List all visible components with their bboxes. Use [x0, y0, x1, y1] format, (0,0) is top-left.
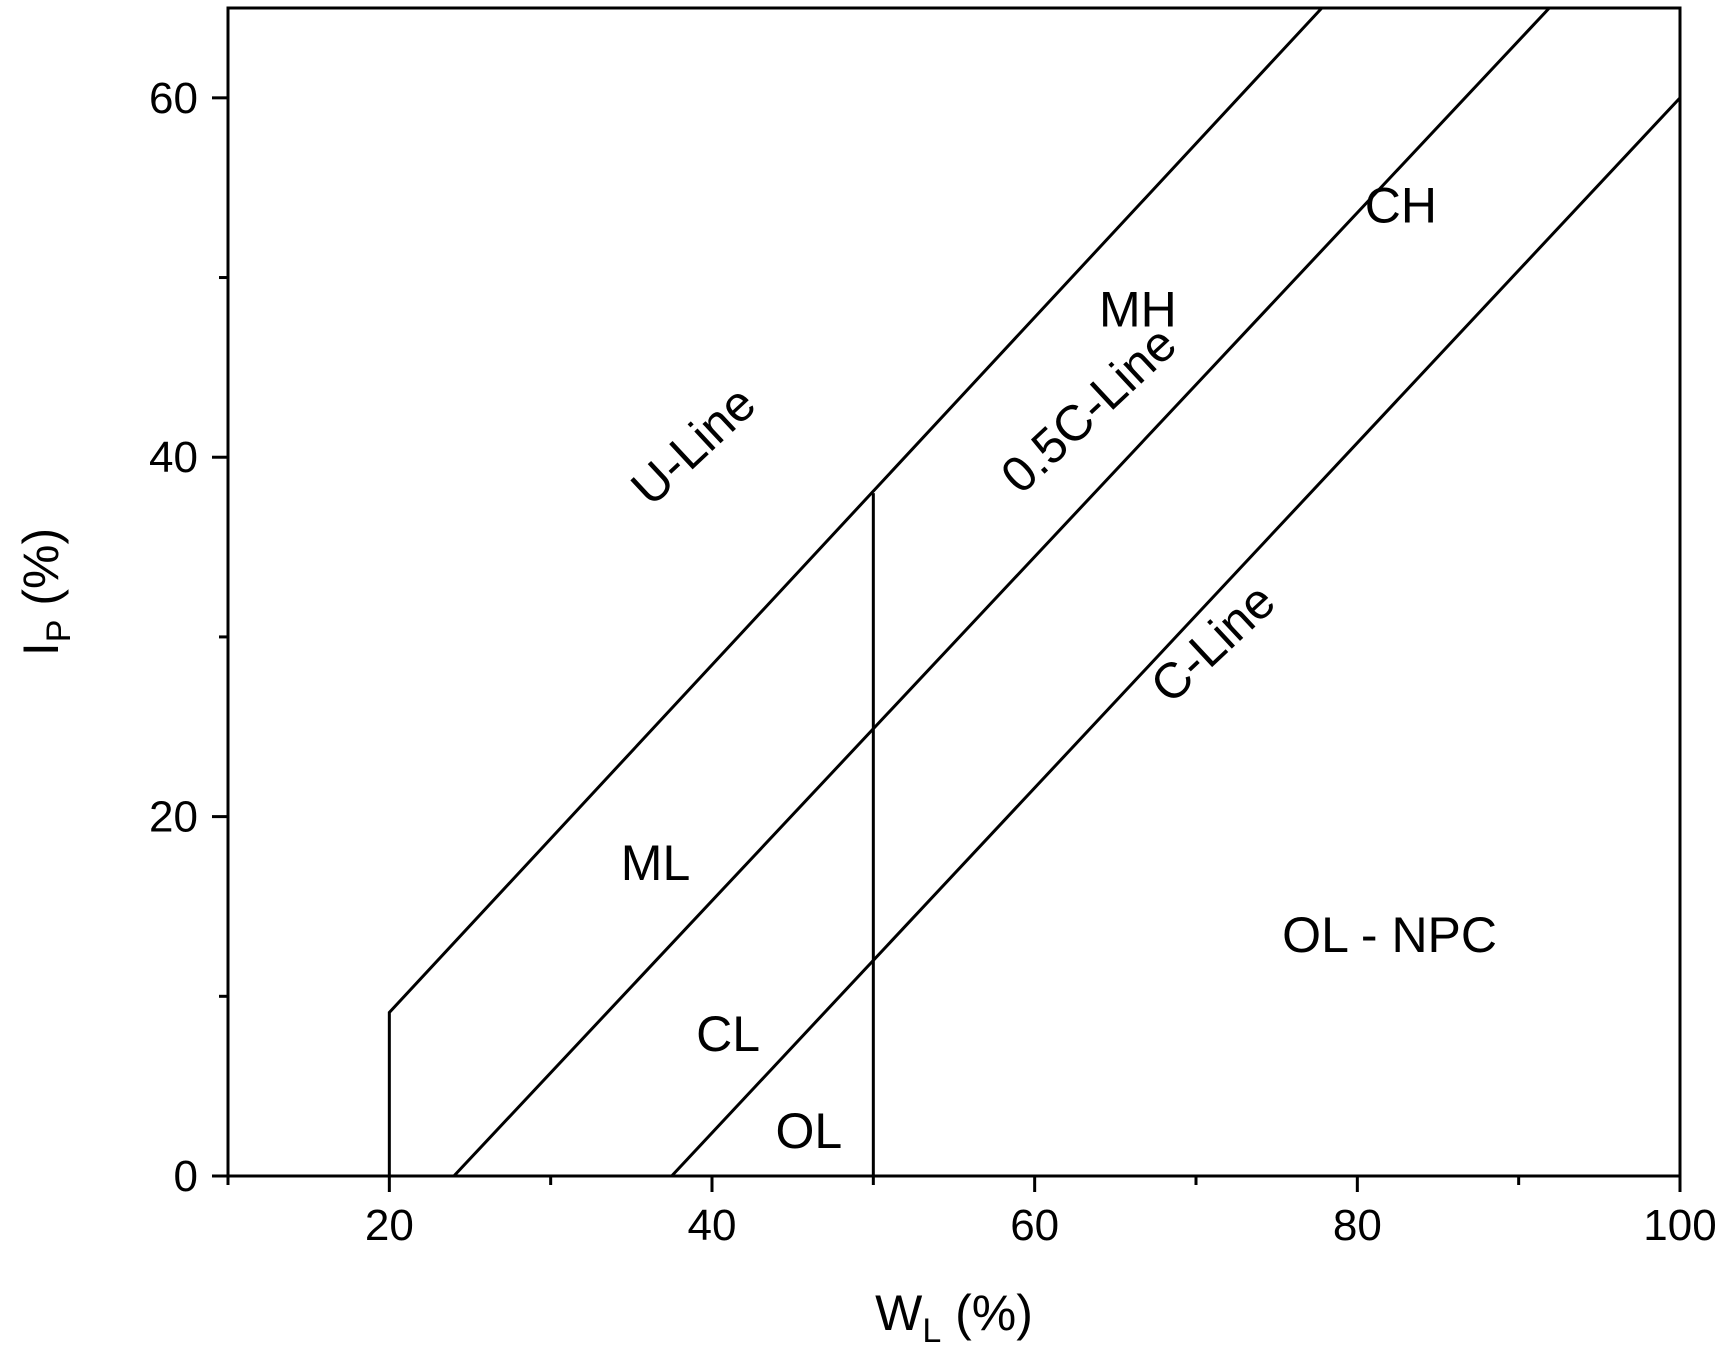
zone-label-ol-npc: OL - NPC — [1282, 907, 1497, 963]
zone-label-cl: CL — [696, 1006, 760, 1062]
c-line-series — [670, 96, 1682, 1178]
series-lines — [387, 6, 1682, 1178]
y-tick-label: 20 — [149, 793, 198, 842]
tick-labels: 20 40 60 80 100 0 20 40 60 — [149, 74, 1717, 1250]
zone-label-ml: ML — [621, 835, 690, 891]
x-tick-label: 40 — [688, 1201, 737, 1250]
x-tick-label: 80 — [1333, 1201, 1382, 1250]
zone-label-c-line: C-Line — [1140, 572, 1286, 713]
y-tick-label: 60 — [149, 74, 198, 123]
plot-frame — [226, 6, 1682, 1178]
zone-label-u-line: U-Line — [620, 375, 766, 516]
zone-label-ol: OL — [775, 1103, 842, 1159]
zone-annotations: U-Line 0.5C-Line C-Line MH CH ML CL OL OL - NPC — [620, 177, 1497, 1158]
x-tick-label: 60 — [1010, 1201, 1059, 1250]
x-tick-label: 20 — [365, 1201, 414, 1250]
axis-ticks — [212, 96, 1682, 1192]
zone-label-mh: MH — [1099, 282, 1177, 338]
u-line-series — [387, 6, 1323, 1176]
x-tick-label: 100 — [1643, 1201, 1716, 1250]
x-axis-title: WL (%) — [875, 1285, 1033, 1350]
y-tick-label: 40 — [149, 433, 198, 482]
y-tick-label: 0 — [174, 1152, 198, 1201]
zone-label-0-5c-line: 0.5C-Line — [990, 315, 1187, 504]
zone-label-ch: CH — [1365, 177, 1437, 233]
0-5c-line-series — [452, 6, 1551, 1178]
y-axis-title: IP (%) — [13, 528, 78, 656]
